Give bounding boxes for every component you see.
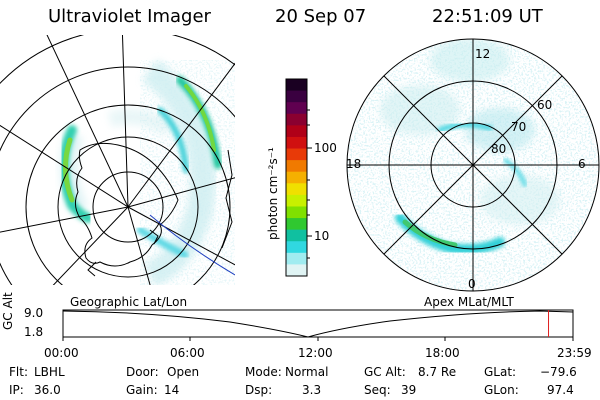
lat-label-70: 70	[511, 120, 527, 134]
colorbar-segment	[286, 241, 307, 254]
colorbar-segment	[286, 218, 307, 231]
magnetic-caption: Apex MLat/MLT	[424, 295, 514, 309]
mlt-label-right: 6	[578, 157, 586, 171]
mlt-label-left: 18	[346, 157, 362, 171]
colorbar-segment	[286, 113, 307, 126]
altitude-tick-high: 9.0	[24, 306, 44, 320]
ip-value: 36.0	[34, 383, 61, 397]
colorbar-segment	[286, 183, 307, 196]
filter-value: LBHL	[34, 365, 65, 379]
time-tick-0600: 06:00	[170, 346, 205, 360]
date-label: 20 Sep 07	[275, 6, 367, 27]
door-value: Open	[167, 365, 200, 379]
lat-label-80: 80	[491, 142, 507, 156]
glon-value: 97.4	[547, 383, 574, 397]
gain-label: Gain:	[126, 383, 158, 397]
glat-label: GLat:	[484, 365, 517, 379]
gain-value: 14	[164, 383, 180, 397]
colorbar	[285, 78, 312, 277]
time-tick-1200: 12:00	[298, 346, 333, 360]
colorbar-segment	[286, 160, 307, 173]
seq-label: Seq:	[364, 383, 391, 397]
auroral-oval-right	[395, 122, 527, 255]
glat-value: −79.6	[540, 365, 577, 379]
geographic-caption: Geographic Lat/Lon	[70, 295, 188, 309]
auroral-oval-left	[59, 76, 222, 259]
altitude-curve	[62, 310, 574, 338]
colorbar-segment	[286, 194, 307, 207]
gc-alt-label: GC Alt:	[364, 365, 406, 379]
colorbar-segment	[286, 229, 307, 242]
colorbar-segment	[286, 206, 307, 219]
time-tick-2359: 23:59	[557, 346, 592, 360]
continent-outline	[74, 142, 179, 267]
mode-value: Normal	[285, 365, 329, 379]
dsp-label: Dsp:	[245, 383, 273, 397]
colorbar-segment	[286, 102, 307, 115]
colorbar-segment	[286, 136, 307, 150]
colorbar-segment	[286, 125, 307, 138]
colorbar-segment	[286, 252, 307, 265]
geographic-map	[0, 35, 235, 285]
dsp-value: 3.3	[302, 383, 322, 397]
glon-label: GLon:	[484, 383, 519, 397]
altitude-plot	[62, 309, 574, 341]
altitude-tick-low: 1.8	[24, 325, 44, 339]
mlt-label-top: 12	[475, 47, 491, 61]
seq-value: 39	[401, 383, 417, 397]
magnetic-polar-map	[346, 38, 600, 292]
colorbar-segment	[286, 264, 307, 277]
door-label: Door:	[126, 365, 159, 379]
colorbar-tick-10: 10	[314, 229, 330, 243]
colorbar-segment	[286, 79, 307, 92]
mode-label: Mode:	[245, 365, 282, 379]
magnetic-grid	[346, 38, 600, 292]
filter-label: Flt:	[9, 365, 28, 379]
lat-label-60: 60	[537, 98, 553, 112]
colorbar-segment	[286, 148, 307, 161]
mlt-label-bottom: 0	[468, 277, 476, 291]
geographic-grid	[0, 35, 235, 285]
instrument-title: Ultraviolet Imager	[48, 6, 211, 27]
colorbar-unit-label: photon cm⁻²s⁻¹	[266, 147, 280, 240]
colorbar-tick-100: 100	[314, 141, 337, 155]
time-tick-1800: 18:00	[425, 346, 460, 360]
colorbar-segment	[286, 171, 307, 184]
time-label: 22:51:09 UT	[432, 6, 543, 27]
time-tick-0000: 00:00	[44, 346, 79, 360]
gc-alt-value: 8.7 Re	[418, 365, 457, 379]
altitude-axis-label: GC Alt	[1, 292, 15, 330]
colorbar-segment	[286, 90, 307, 103]
ip-label: IP:	[9, 383, 24, 397]
